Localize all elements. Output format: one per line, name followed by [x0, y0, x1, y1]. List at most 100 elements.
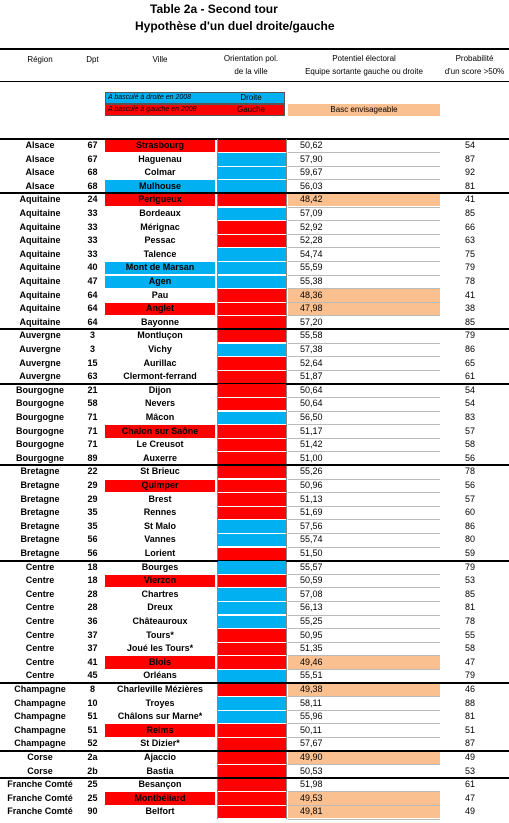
city: Châteauroux	[132, 616, 188, 626]
city: Dreux	[147, 602, 173, 613]
city-highlight	[105, 180, 215, 193]
orientation-cell	[218, 153, 286, 166]
department: 25	[87, 792, 98, 803]
orientation-cell	[218, 669, 286, 683]
row-rule	[288, 206, 440, 208]
city-highlight	[105, 574, 215, 588]
city: Bourges	[141, 561, 179, 572]
legend-text: Basc envisageable	[330, 105, 398, 114]
orientation-cell	[218, 520, 286, 533]
city-highlight	[105, 275, 215, 289]
orientation-cell	[218, 778, 286, 792]
column-header: Equipe sortante gauche ou droite	[305, 67, 423, 76]
city: Bordeaux	[139, 208, 181, 218]
city: St Brieuc	[140, 466, 180, 477]
city: Aurillac	[143, 357, 177, 368]
region: Champagne	[14, 724, 66, 735]
electoral-potential: 56,03	[300, 180, 323, 191]
city: Charleville Mézières	[116, 684, 204, 694]
department: 64	[87, 289, 98, 300]
legend-text: A basculé à gauche en 2008	[108, 106, 197, 113]
electoral-potential: 55,26	[300, 466, 323, 477]
city: Haguenau	[138, 153, 182, 164]
row-rule	[288, 260, 440, 262]
orientation-cell	[218, 765, 286, 778]
region: Aquitaine	[19, 221, 61, 232]
header-rule	[0, 81, 509, 82]
probability: 53	[464, 765, 475, 776]
electoral-potential: 55,58	[300, 330, 323, 341]
electoral-potential: 57,09	[300, 208, 323, 218]
legend-label: Gauche	[236, 105, 266, 114]
region: Aquitaine	[19, 303, 61, 314]
orientation-cell	[218, 574, 286, 588]
probability: 57	[464, 493, 475, 504]
electoral-potential: 50,95	[300, 629, 323, 640]
department: 52	[87, 738, 98, 749]
legend-label: Droite	[240, 93, 262, 102]
department: 10	[87, 697, 98, 708]
electoral-potential: 50,96	[300, 480, 323, 490]
orientation-cell	[218, 248, 286, 261]
probability: 81	[464, 180, 475, 191]
city: Pau	[151, 289, 169, 300]
city: Perigueux	[138, 194, 182, 205]
region: Champagne	[14, 684, 66, 694]
department: 3	[89, 344, 95, 354]
potential-highlight	[288, 683, 440, 697]
probability: 54	[464, 140, 475, 150]
electoral-potential: 51,87	[300, 371, 323, 382]
row-rule	[288, 804, 440, 806]
probability: 79	[464, 561, 475, 572]
city: Vichy	[148, 344, 172, 354]
region: Bretagne	[20, 507, 60, 518]
group-rule	[0, 777, 509, 780]
department: 56	[87, 548, 98, 558]
region: Bourgogne	[16, 425, 64, 436]
region: Bourgogne	[16, 452, 64, 463]
probability: 54	[464, 398, 475, 409]
column-header: Dpt	[86, 55, 99, 64]
electoral-potential: 57,56	[300, 520, 323, 531]
department: 35	[87, 507, 98, 518]
legend-text: A basculé à droite en 2008	[108, 94, 192, 101]
department: 2a	[87, 752, 98, 762]
electoral-potential: 58,11	[300, 697, 322, 708]
potential-highlight	[288, 302, 440, 316]
probability: 65	[464, 357, 475, 368]
city: Chalon sur Saône	[121, 425, 199, 436]
electoral-potential: 51,69	[300, 507, 323, 518]
city-highlight	[105, 724, 215, 737]
legend-swatch	[105, 92, 285, 104]
row-rule	[288, 152, 440, 154]
department: 18	[87, 561, 98, 572]
orientation-cell	[218, 710, 286, 724]
potential-highlight	[288, 289, 440, 302]
row-rule	[288, 546, 440, 548]
electoral-potential: 57,90	[300, 153, 323, 164]
potential-highlight	[288, 656, 440, 669]
region: Auvergne	[19, 357, 61, 368]
electoral-potential: 55,57	[300, 561, 323, 572]
region: Alsace	[25, 153, 55, 164]
department: 28	[87, 588, 98, 599]
column-rule	[217, 139, 218, 819]
department: 89	[87, 452, 98, 463]
city: Mont de Marsan	[125, 262, 195, 273]
region: Bourgogne	[16, 439, 64, 450]
city-highlight	[105, 302, 215, 316]
orientation-cell	[218, 329, 286, 343]
electoral-potential: 48,42	[300, 194, 323, 205]
row-rule	[288, 492, 440, 494]
orientation-cell	[218, 343, 286, 357]
region: Corse	[27, 765, 53, 776]
city: Rennes	[143, 507, 177, 518]
probability: 56	[464, 480, 475, 490]
region: Aquitaine	[19, 262, 61, 273]
city: Mâcon	[145, 412, 175, 422]
department: 29	[87, 493, 98, 504]
department: 67	[87, 153, 98, 164]
title: Table 2a - Second tour	[150, 2, 278, 16]
row-rule	[288, 573, 440, 575]
